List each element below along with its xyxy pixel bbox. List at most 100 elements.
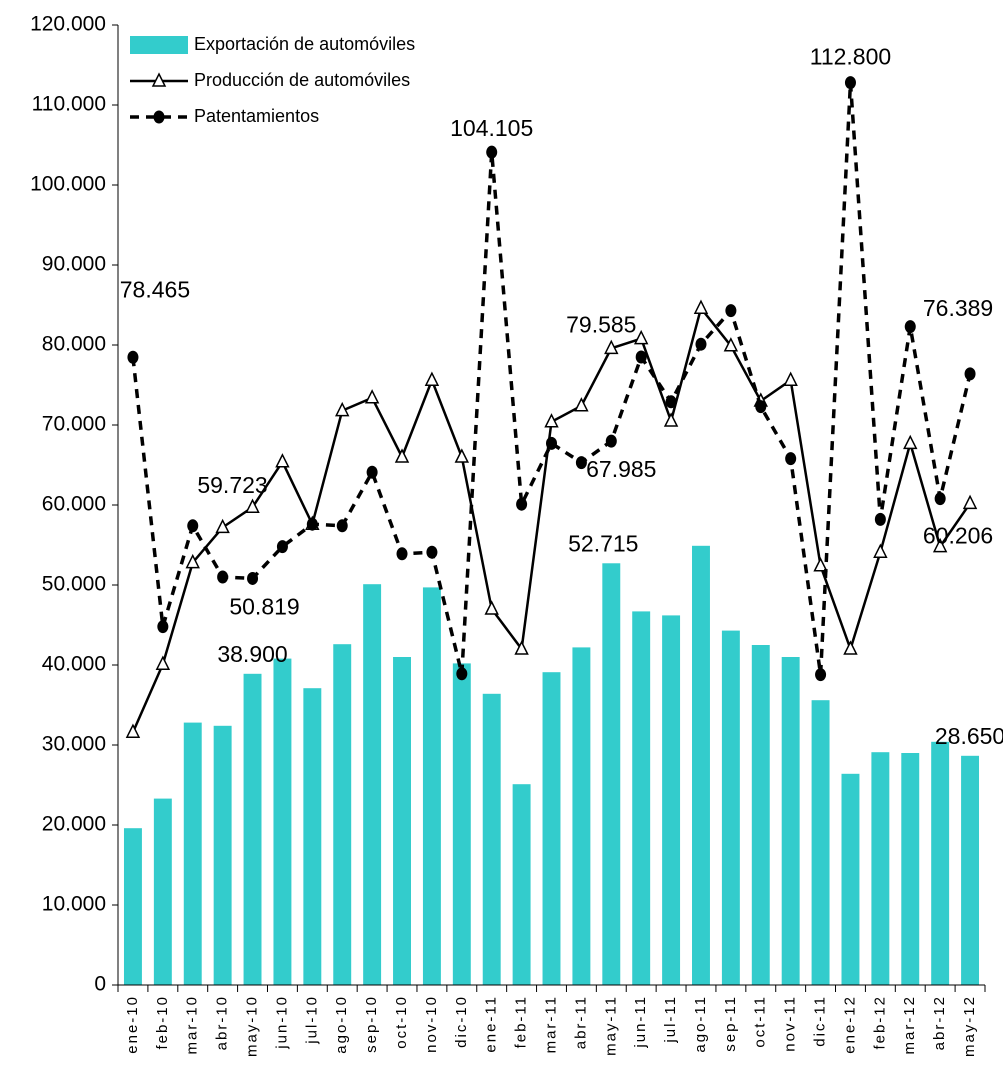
legend-label: Exportación de automóviles [194, 34, 415, 54]
bar [452, 663, 471, 985]
x-tick-label: sep-11 [722, 995, 739, 1052]
point [783, 371, 798, 386]
x-tick-label: dic-10 [453, 995, 470, 1048]
legend-label: Patentamientos [194, 106, 319, 126]
point [785, 452, 797, 466]
point [575, 456, 587, 470]
point [306, 517, 318, 531]
x-tick-label: ago-10 [333, 995, 350, 1054]
point [366, 465, 378, 479]
y-tick-label: 70.000 [42, 413, 106, 436]
y-tick-label: 20.000 [42, 813, 106, 836]
y-tick-label: 90.000 [42, 253, 106, 276]
bar [692, 545, 710, 985]
point [723, 337, 739, 352]
x-tick-label: abr-10 [214, 995, 231, 1050]
data-label: 28.650 [935, 723, 1003, 749]
point [665, 395, 677, 409]
point [276, 540, 288, 554]
data-label: 76.389 [923, 295, 993, 321]
point [364, 389, 380, 404]
point [605, 434, 617, 448]
data-label: 60.206 [923, 522, 993, 548]
bar [811, 700, 830, 985]
point [843, 640, 858, 655]
x-tick-label: feb-12 [871, 995, 888, 1050]
bar [183, 722, 202, 985]
bar [393, 657, 411, 985]
y-tick-label: 110.000 [32, 93, 106, 116]
bar [333, 644, 352, 985]
point [157, 620, 169, 634]
legend-swatch [130, 36, 188, 54]
point [155, 655, 171, 670]
legend-label: Producción de automóviles [194, 70, 410, 90]
point [635, 350, 647, 364]
x-tick-label: jul-11 [662, 995, 679, 1044]
y-tick-label: 0 [94, 973, 106, 996]
data-label: 78.465 [120, 276, 190, 302]
bar [632, 611, 651, 985]
point [426, 545, 438, 559]
bar [572, 647, 591, 985]
point [336, 519, 348, 533]
x-tick-label: mar-10 [184, 995, 201, 1055]
x-tick-label: jul-10 [303, 995, 320, 1045]
bar [662, 615, 681, 985]
point [873, 543, 888, 558]
point [932, 537, 948, 553]
bar [871, 752, 890, 985]
point [934, 492, 946, 506]
bar [961, 755, 980, 985]
data-label: 79.585 [566, 311, 636, 337]
x-tick-label: feb-10 [154, 995, 171, 1050]
point [275, 453, 290, 468]
x-tick-label: oct-11 [752, 995, 769, 1048]
data-label: 104.105 [450, 115, 533, 141]
line [131, 305, 972, 733]
point [396, 547, 408, 561]
x-tick-label: feb-11 [513, 995, 530, 1048]
x-tick-label: jun-11 [632, 995, 649, 1049]
data-label: 38.900 [217, 641, 287, 667]
data-label: 50.819 [229, 593, 299, 619]
point [604, 339, 619, 355]
bar [273, 658, 292, 985]
data-label: 112.800 [810, 44, 891, 70]
point [486, 145, 498, 159]
x-tick-label: jun-10 [273, 995, 290, 1050]
x-tick-label: mar-12 [901, 995, 918, 1055]
point [815, 668, 827, 682]
point [546, 436, 557, 450]
x-tick-label: ene-10 [124, 995, 141, 1054]
x-tick-label: abr-12 [931, 995, 948, 1050]
bar [213, 725, 232, 985]
y-tick-label: 60.000 [42, 493, 106, 516]
point [844, 76, 856, 90]
point [245, 498, 260, 513]
data-label: 59.723 [197, 472, 267, 498]
bar [363, 584, 382, 985]
point [903, 434, 918, 450]
legend-marker [153, 110, 165, 124]
x-tick-label: dic-11 [812, 995, 829, 1047]
bar [422, 587, 441, 985]
point [127, 350, 139, 364]
x-tick-label: may-11 [602, 995, 619, 1056]
line [131, 82, 972, 675]
bar [721, 630, 740, 985]
point [335, 401, 350, 417]
bar [901, 753, 920, 985]
point [454, 448, 470, 463]
point [693, 299, 709, 314]
bar [751, 645, 770, 985]
point [516, 497, 528, 511]
point [187, 519, 199, 533]
point [484, 600, 499, 615]
point [394, 448, 410, 463]
bar [602, 563, 621, 985]
point [217, 570, 229, 584]
point [962, 494, 978, 510]
bar [931, 741, 950, 985]
